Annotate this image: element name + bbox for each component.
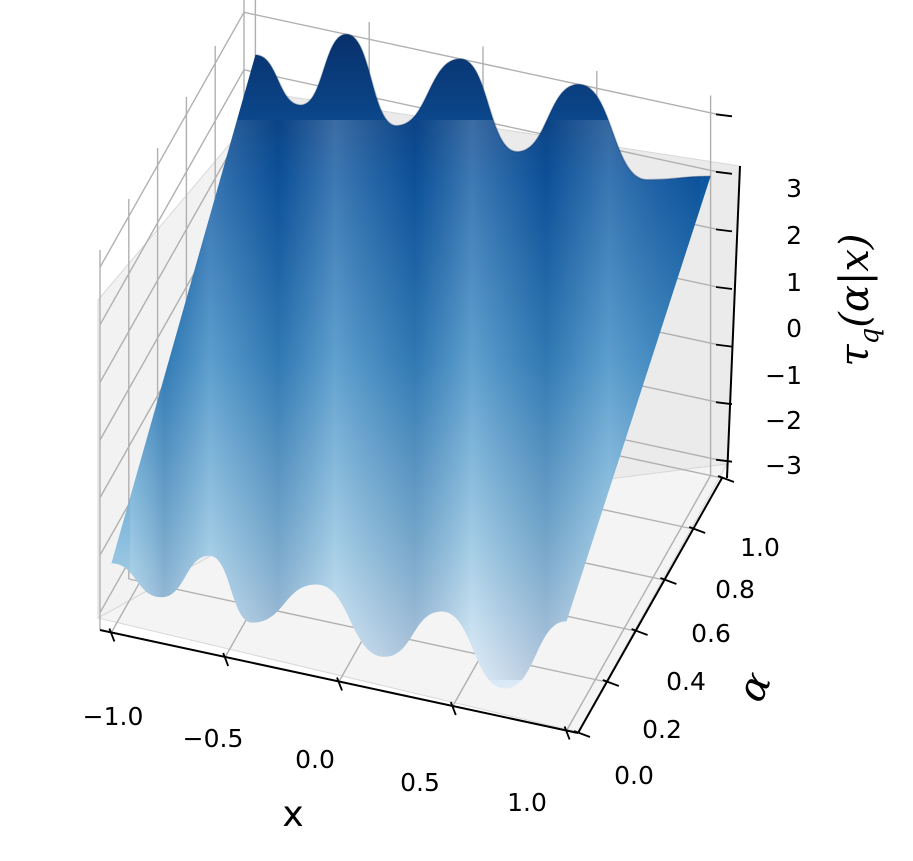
y-axis-label: α (728, 665, 781, 709)
y-axis-line (577, 477, 723, 734)
z-axis-label-sub: q (855, 328, 885, 345)
x-tick-label: 1.0 (507, 788, 547, 817)
x-tick-mark (222, 652, 230, 667)
z-tick-mark (715, 458, 733, 463)
z-axis-line (726, 165, 741, 479)
z-tick-mark (715, 401, 733, 406)
y-tick-mark (660, 577, 677, 585)
z-tick-mark (715, 170, 733, 175)
y-tick-mark (717, 475, 735, 483)
x-grid-line (565, 475, 712, 731)
y-tick-label: 0.6 (691, 619, 731, 648)
z-tick-label: −2 (765, 406, 802, 435)
z-tick-mark (715, 228, 733, 233)
y-tick-label: 0.0 (614, 761, 654, 790)
z-grid-line (99, 11, 245, 268)
z-tick-label: 1 (786, 268, 802, 297)
z-axis-label: τq(α|x) (832, 233, 885, 366)
x-tick-label: 0.5 (400, 768, 440, 797)
z-tick-mark (715, 343, 733, 348)
z-tick-label: 2 (786, 221, 802, 250)
z-tick-label: −1 (765, 361, 802, 390)
z-axis-label-main: τ (832, 344, 878, 367)
x-tick-labels: −1.0 −0.5 0.0 0.5 1.0 (83, 702, 547, 817)
tick-marks (108, 113, 735, 740)
x-tick-label: 0.0 (295, 745, 335, 774)
z-axis-label-args: (α|x) (832, 233, 878, 327)
y-tick-label: 1.0 (740, 533, 780, 562)
y-tick-mark (631, 628, 648, 636)
y-tick-label: 0.4 (666, 667, 706, 696)
z-grid-line (99, 69, 245, 326)
y-tick-mark (573, 730, 591, 738)
x-tick-mark (336, 677, 343, 691)
z-grid-line (243, 11, 723, 116)
surface-back-edge (255, 33, 711, 181)
z-tick-mark (715, 286, 733, 290)
y-tick-label: 0.2 (642, 715, 682, 744)
z-tick-label: 0 (786, 314, 802, 343)
x-tick-mark (108, 628, 116, 642)
z-tick-labels: 3 2 1 0 −1 −2 −3 (765, 174, 802, 480)
y-tick-labels: 0.0 0.2 0.4 0.6 0.8 1.0 (614, 533, 780, 790)
y-tick-label: 0.8 (715, 575, 755, 604)
x-tick-label: −0.5 (183, 724, 244, 753)
svg-text:τq(α|x): τq(α|x) (832, 233, 885, 366)
z-tick-mark (715, 113, 733, 118)
z-tick-label: 3 (786, 174, 802, 203)
x-tick-mark (449, 701, 457, 716)
x-tick-label: −1.0 (83, 702, 144, 731)
y-tick-mark (688, 526, 706, 534)
x-tick-mark (563, 726, 571, 740)
z-tick-label: −3 (765, 451, 802, 480)
y-tick-mark (602, 679, 620, 687)
z-grid-line (99, 127, 245, 383)
x-axis-label: x (282, 794, 303, 835)
